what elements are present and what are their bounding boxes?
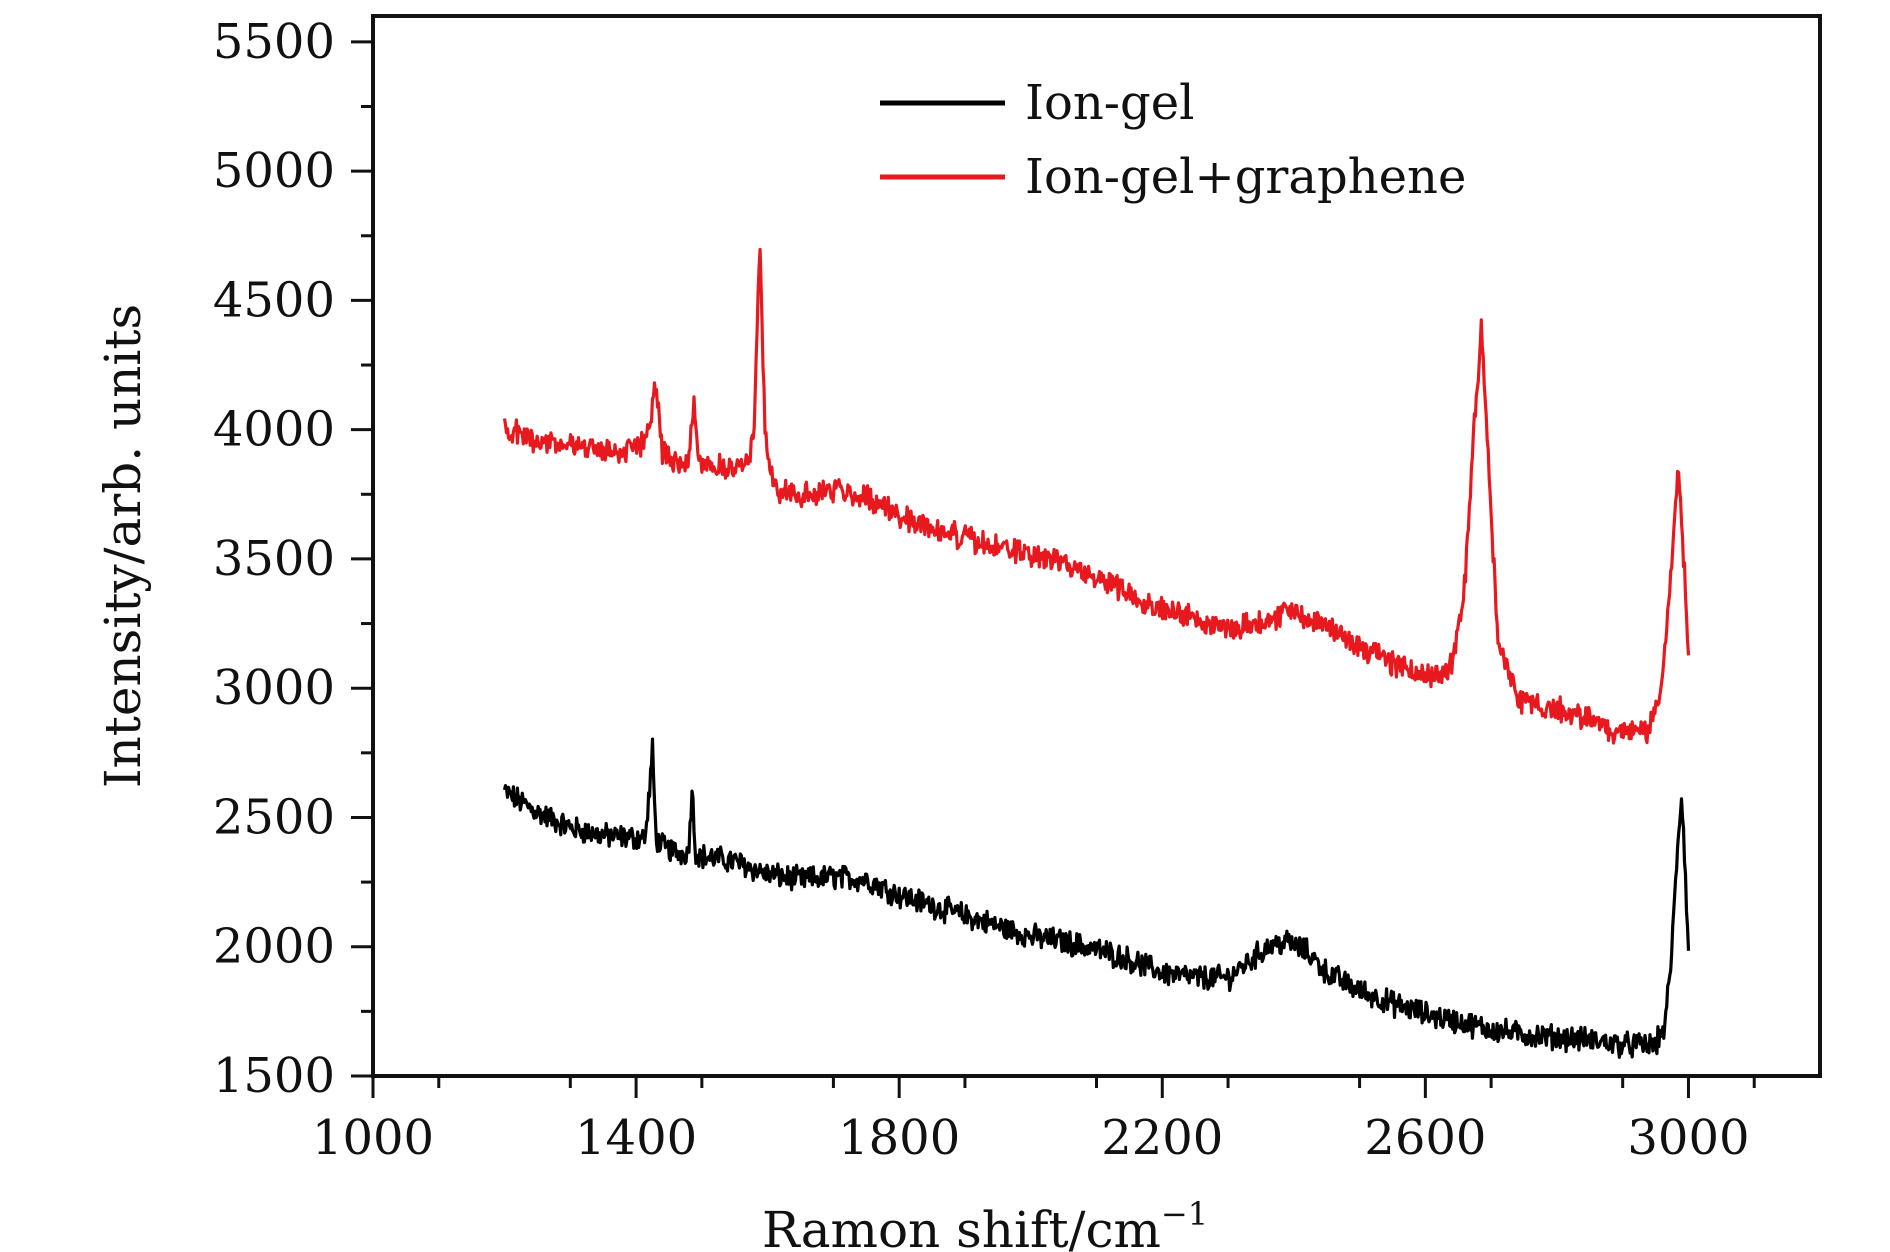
x-tick-label-3000: 3000 [1627, 1110, 1749, 1166]
x-axis-label-superscript: −1 [1161, 1195, 1208, 1233]
y-tick-label-3000: 3000 [213, 660, 335, 716]
series-line-0 [502, 737, 1691, 1059]
y-tick-label-4500: 4500 [213, 272, 335, 328]
x-tick-label-2600: 2600 [1364, 1110, 1486, 1166]
x-tick-label-1400: 1400 [575, 1110, 697, 1166]
y-axis-label: Intensity/arb. units [94, 304, 152, 788]
legend-label-ion-gel-graphene: Ion-gel+graphene [1025, 149, 1466, 205]
legend: Ion-gel Ion-gel+graphene [880, 75, 1466, 205]
axis-ticks [351, 40, 1756, 1098]
y-tick-label-3500: 3500 [213, 531, 335, 587]
series-layer [502, 247, 1691, 1059]
x-tick-label-1000: 1000 [312, 1110, 434, 1166]
y-tick-label-4000: 4000 [213, 402, 335, 458]
legend-label-ion-gel: Ion-gel [1025, 75, 1194, 131]
x-tick-label-1800: 1800 [838, 1110, 960, 1166]
x-axis-label-text: Ramon shift/cm [762, 1201, 1161, 1252]
y-tick-label-5000: 5000 [213, 143, 335, 199]
series-line-1 [502, 247, 1691, 745]
axis-tick-labels: 1000 1400 1800 2200 2600 3000 1500 2000 2500 3000… [213, 14, 1750, 1166]
y-tick-label-2500: 2500 [213, 789, 335, 845]
y-tick-label-5500: 5500 [213, 14, 335, 70]
x-tick-label-2200: 2200 [1101, 1110, 1223, 1166]
x-axis-label: Ramon shift/cm−1 [762, 1195, 1208, 1252]
y-tick-label-2000: 2000 [213, 919, 335, 975]
y-tick-label-1500: 1500 [213, 1048, 335, 1104]
